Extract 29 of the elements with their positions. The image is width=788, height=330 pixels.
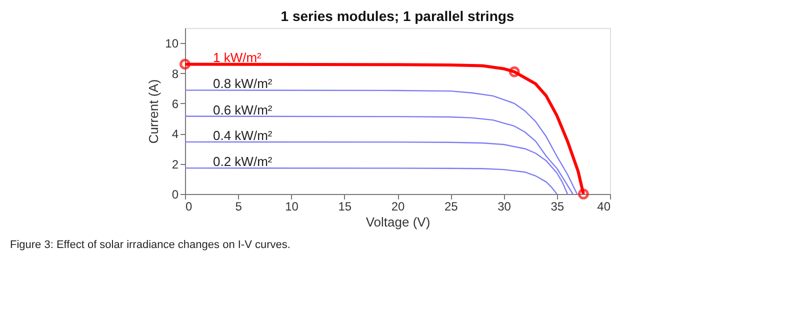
chart-title: 1 series modules; 1 parallel strings [280,8,514,24]
x-tick-label: 40 [597,200,611,214]
series-label: 0.4 kW/m² [213,128,273,143]
x-tick-label: 5 [235,200,242,214]
series-label: 0.2 kW/m² [213,154,273,170]
x-tick-label: 20 [391,200,405,214]
line-series [184,116,574,195]
line-series [184,167,558,195]
x-tick-label: 0 [186,200,192,214]
line-series [184,62,585,196]
x-tick-label: 15 [338,200,352,214]
point [508,66,520,78]
x-tick-label: 30 [498,200,512,214]
y-tick-label: 8 [172,66,179,81]
series-label: 0.8 kW/m² [213,76,273,92]
y-tick-label: 2 [172,157,179,172]
x-tick-label: 10 [285,200,299,214]
y-tick-label: 4 [172,127,179,142]
series-label: 1 kW/m² [213,50,262,66]
y-tick-label: 10 [165,36,179,51]
y-tick-label: 0 [172,188,179,202]
x-tick-label: 35 [550,200,564,214]
caption: Figure 3: Effect of solar irradiance changes on I-V curves. [10,239,290,251]
line-series [184,90,578,195]
x-axis-title: Voltage (V) [366,214,430,230]
series-label: 0.6 kW/m² [213,102,273,118]
y-axis-title: Current (A) [146,79,162,144]
y-tick-label: 6 [172,96,179,111]
x-tick-label: 25 [444,200,458,214]
